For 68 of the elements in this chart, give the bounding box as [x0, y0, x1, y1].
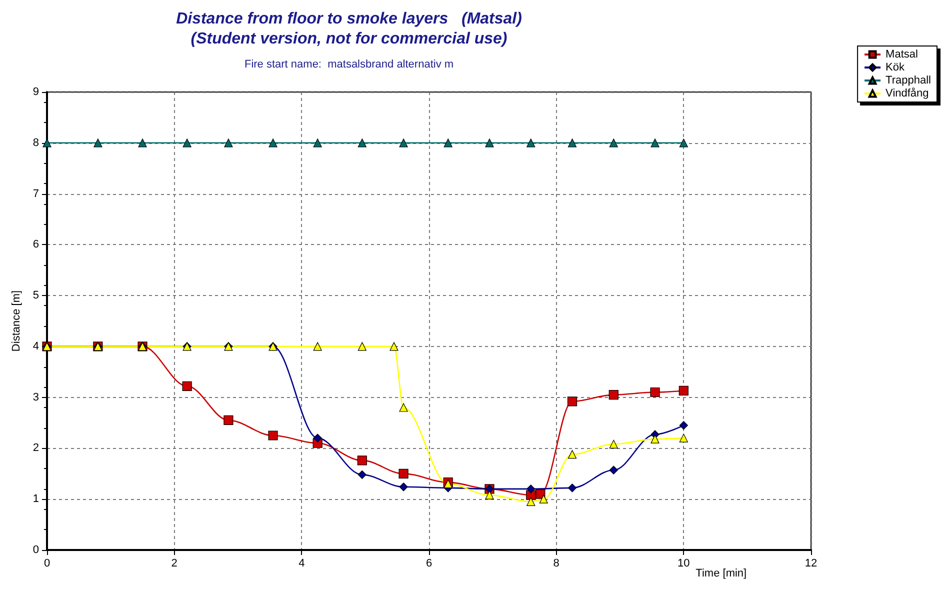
y-tick-label: 1 — [32, 493, 39, 506]
point — [224, 138, 233, 148]
point — [358, 342, 366, 351]
point — [399, 138, 408, 148]
point — [539, 494, 548, 504]
x-tick-label: 6 — [426, 558, 432, 570]
point — [390, 342, 398, 351]
point — [650, 138, 660, 148]
point — [609, 440, 618, 448]
point — [526, 484, 536, 494]
point — [182, 138, 192, 148]
point — [526, 138, 536, 148]
point — [357, 456, 367, 466]
point — [94, 138, 102, 148]
point — [138, 138, 147, 148]
point — [608, 390, 618, 400]
x-tick-label: 8 — [553, 558, 560, 570]
point — [568, 450, 577, 459]
y-tick-label: 9 — [32, 86, 39, 98]
point — [568, 484, 577, 492]
y-tick-label: 7 — [32, 188, 39, 200]
point — [268, 430, 278, 440]
point — [42, 138, 52, 148]
point — [268, 138, 278, 148]
y-tick-label: 5 — [32, 290, 39, 302]
x-tick-label: 10 — [678, 558, 690, 570]
y-tick-label: 2 — [32, 442, 39, 454]
legend-label: Trapphall — [886, 74, 932, 86]
point — [399, 482, 408, 492]
y-tick-label: 3 — [32, 391, 39, 404]
point — [679, 138, 688, 148]
x-tick-label: 4 — [298, 558, 305, 570]
x-tick-label: 2 — [171, 558, 178, 570]
point — [650, 434, 660, 444]
point — [224, 415, 234, 426]
x-axis-title: Time [min] — [696, 568, 747, 580]
x-tick-label: 0 — [44, 558, 50, 570]
point — [313, 342, 322, 351]
legend-label: Kök — [886, 62, 906, 74]
chart-subtitle: Fire start name: matsalsbrand alternativ m — [244, 58, 454, 70]
point — [358, 470, 366, 479]
legend-label: Vindfång — [886, 88, 929, 100]
point — [398, 468, 408, 478]
y-tick-label: 0 — [32, 544, 39, 556]
x-tick-label: 12 — [804, 558, 818, 570]
point — [444, 138, 452, 148]
point — [313, 434, 322, 442]
point — [650, 387, 660, 398]
point — [399, 403, 408, 412]
point — [485, 490, 494, 500]
point — [679, 421, 688, 430]
y-tick-label: 4 — [32, 340, 39, 352]
point — [678, 386, 688, 396]
point — [609, 466, 618, 474]
point — [182, 381, 192, 391]
point — [526, 497, 536, 506]
legend-label: Matsal — [886, 48, 918, 60]
y-tick-label: 8 — [32, 136, 39, 149]
point — [313, 138, 322, 148]
point — [609, 138, 618, 148]
point — [485, 138, 494, 148]
y-tick-label: 6 — [32, 238, 39, 251]
point — [567, 396, 578, 406]
point — [679, 434, 688, 442]
chart-title: Distance from floor to smoke layers (Matsal) (Student version, not for commercial use) — [176, 10, 522, 48]
point — [568, 138, 577, 148]
y-axis-title: Distance [m] — [10, 290, 22, 352]
point — [358, 138, 366, 148]
